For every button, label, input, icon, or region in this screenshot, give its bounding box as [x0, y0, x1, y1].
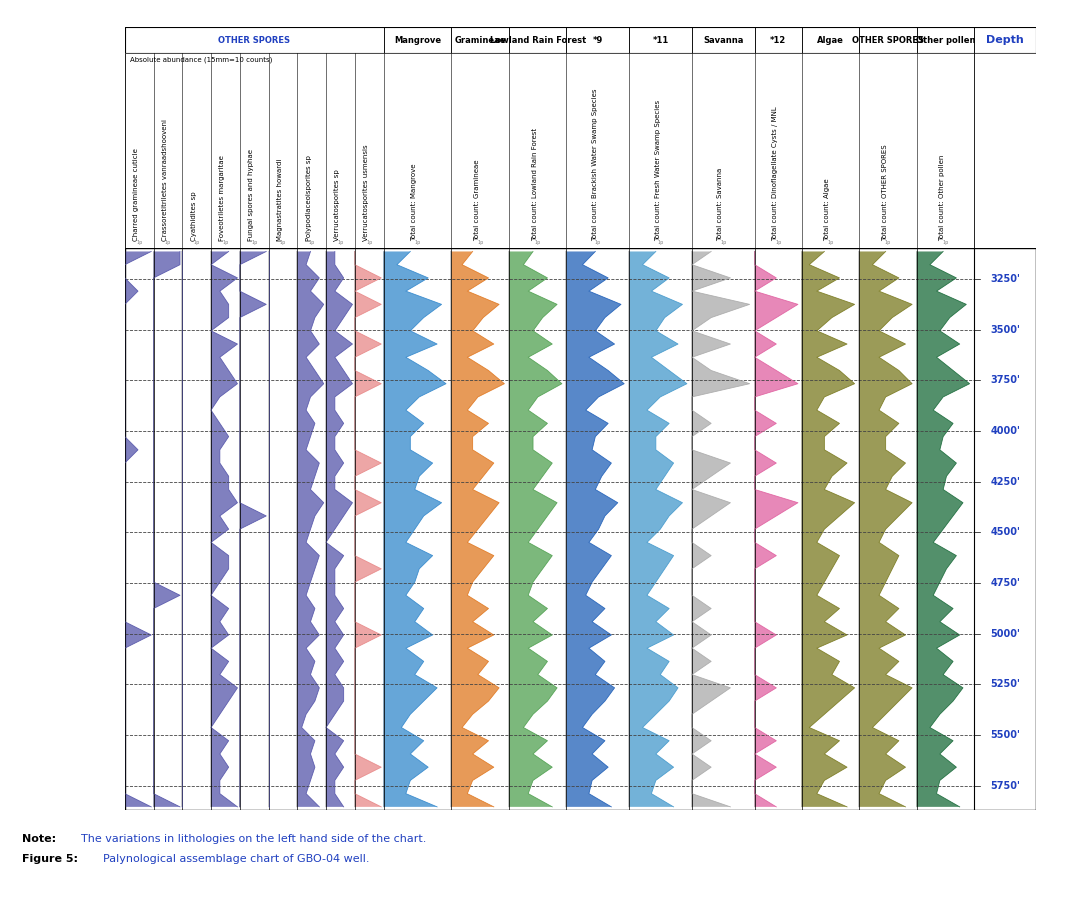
Text: 3250': 3250': [991, 274, 1020, 284]
Text: Total count: Other pollen: Total count: Other pollen: [940, 154, 945, 240]
Text: 1p: 1p: [775, 239, 781, 245]
Text: 1p: 1p: [136, 239, 142, 245]
Text: 1p: 1p: [943, 239, 948, 245]
Text: 1p: 1p: [337, 239, 344, 245]
Text: Magnastratites howardi: Magnastratites howardi: [277, 158, 283, 240]
Text: Crassoretitriletes vanraadshooveni: Crassoretitriletes vanraadshooveni: [162, 118, 168, 240]
Text: Other pollen: Other pollen: [916, 35, 975, 45]
Text: 1p: 1p: [885, 239, 891, 245]
Text: 4750': 4750': [991, 578, 1020, 588]
Text: 1p: 1p: [251, 239, 257, 245]
Text: 1p: 1p: [477, 239, 483, 245]
Text: The variations in lithologies on the left hand side of the chart.: The variations in lithologies on the lef…: [81, 834, 426, 844]
Text: 1p: 1p: [414, 239, 421, 245]
Text: Total count: Lowland Rain Forest: Total count: Lowland Rain Forest: [532, 127, 538, 240]
Text: Fungal spores and hyphae: Fungal spores and hyphae: [248, 148, 254, 240]
Text: Charred gramineae cuticle: Charred gramineae cuticle: [133, 147, 139, 240]
Bar: [566, 27, 629, 53]
Text: 1p: 1p: [720, 239, 727, 245]
Text: Total count: Savanna: Total count: Savanna: [717, 167, 724, 240]
Text: *11: *11: [652, 35, 668, 45]
Text: Total count: Gramineae: Total count: Gramineae: [474, 159, 481, 240]
Text: Total count: Brackish Water Swamp Species: Total count: Brackish Water Swamp Specie…: [591, 88, 598, 240]
Text: 1p: 1p: [595, 239, 601, 245]
Bar: [383, 27, 451, 53]
Text: Total count: OTHER SPORES: Total count: OTHER SPORES: [882, 144, 888, 240]
Bar: [974, 27, 1036, 53]
Text: Verrucatosporites usmensis: Verrucatosporites usmensis: [363, 144, 369, 240]
Bar: [755, 27, 802, 53]
Text: Note:: Note:: [22, 834, 55, 844]
Text: 1p: 1p: [658, 239, 664, 245]
Text: Mangrove: Mangrove: [394, 35, 442, 45]
Text: Total count: Algae: Total count: Algae: [825, 178, 830, 240]
Text: 5750': 5750': [991, 781, 1020, 791]
Bar: [802, 27, 859, 53]
Text: Gramineae: Gramineae: [455, 35, 506, 45]
Text: Verrucatosporites sp: Verrucatosporites sp: [334, 169, 341, 240]
Text: Palynological assemblage chart of GBO-04 well.: Palynological assemblage chart of GBO-04…: [103, 854, 370, 864]
Text: Foveotriletes margaritae: Foveotriletes margaritae: [219, 155, 226, 240]
Text: 5250': 5250': [991, 679, 1020, 689]
Text: Savanna: Savanna: [703, 35, 743, 45]
Text: Cyathidites sp: Cyathidites sp: [191, 191, 196, 240]
Text: Total count: Dinoflagellate Cysts / MNL: Total count: Dinoflagellate Cysts / MNL: [773, 106, 778, 240]
Bar: [509, 27, 566, 53]
Text: 5500': 5500': [991, 730, 1020, 740]
Text: 1p: 1p: [366, 239, 372, 245]
Text: Depth: Depth: [986, 35, 1024, 45]
Text: *9: *9: [592, 35, 603, 45]
Text: 3500': 3500': [991, 325, 1020, 335]
Text: Absolute abundance (15mm=10 counts): Absolute abundance (15mm=10 counts): [130, 56, 272, 63]
Text: 4250': 4250': [991, 477, 1020, 487]
Text: OTHER SPORES: OTHER SPORES: [852, 35, 924, 45]
Text: Algae: Algae: [817, 35, 844, 45]
Text: 1p: 1p: [222, 239, 229, 245]
Text: 4000': 4000': [991, 426, 1020, 436]
Text: Polypodiaceoisporites sp: Polypodiaceoisporites sp: [306, 155, 311, 240]
Text: 4500': 4500': [991, 527, 1020, 537]
Text: 3750': 3750': [991, 375, 1020, 385]
Text: 1p: 1p: [165, 239, 171, 245]
Text: Total count: Mangrove: Total count: Mangrove: [411, 163, 418, 240]
Text: Figure 5:: Figure 5:: [22, 854, 78, 864]
Text: 5000': 5000': [991, 629, 1020, 639]
Bar: [859, 27, 917, 53]
Text: Total count: Fresh Water Swamp Species: Total count: Fresh Water Swamp Species: [654, 99, 661, 240]
Bar: [629, 27, 692, 53]
Text: 1p: 1p: [535, 239, 540, 245]
Bar: [917, 27, 974, 53]
Text: OTHER SPORES: OTHER SPORES: [218, 35, 290, 45]
Text: *12: *12: [770, 35, 787, 45]
Text: 1p: 1p: [828, 239, 833, 245]
Bar: [692, 27, 755, 53]
Text: 1p: 1p: [193, 239, 200, 245]
Bar: [125, 27, 383, 53]
Text: 1p: 1p: [308, 239, 315, 245]
Bar: [451, 27, 509, 53]
Text: 1p: 1p: [280, 239, 286, 245]
Text: Lowland Rain Forest: Lowland Rain Forest: [489, 35, 586, 45]
